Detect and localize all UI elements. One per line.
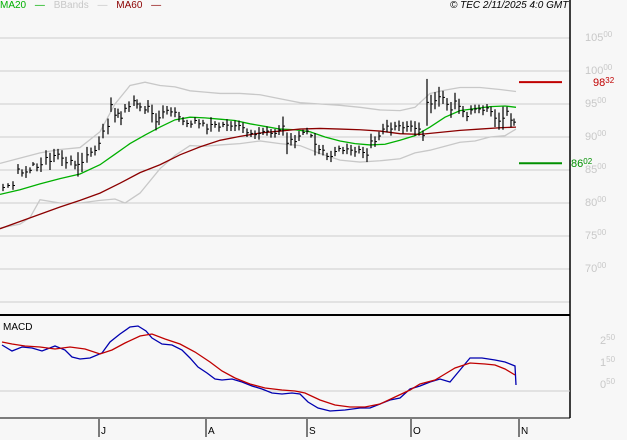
ma60-line (0, 126, 517, 230)
bband-upper-line (0, 81, 517, 165)
macd-tick-label: 050 (600, 377, 616, 391)
copyright-timestamp: © TEC 2/11/2025 4:0 GMT (450, 0, 569, 11)
legend-ma60-label: MA60 (116, 0, 143, 11)
bband-lower-line (0, 128, 517, 229)
x-tick-label: S (309, 426, 316, 437)
legend-ma20-label: MA20 (0, 0, 27, 11)
x-tick-label: O (413, 426, 421, 437)
y-tick-label: 7500 (585, 228, 607, 242)
legend-ma20: MA20 — (0, 0, 45, 11)
support-label: 8602 (571, 157, 592, 170)
macd-lines (1, 325, 517, 412)
legend-bbands-label: BBands (53, 0, 89, 11)
macd-tick-label: 150 (600, 355, 616, 369)
bollinger-bands (0, 81, 517, 229)
resistance-dec: 32 (605, 76, 615, 85)
price-bars (2, 78, 516, 192)
price-gridlines (0, 37, 570, 303)
y-tick-label: 10500 (585, 30, 613, 44)
support-int: 86 (571, 158, 584, 170)
legend-ma60: MA60 — (116, 0, 162, 11)
macd-line (1, 325, 517, 412)
macd-title: MACD (3, 322, 33, 333)
y-tick-label: 10000 (585, 63, 613, 77)
x-axis-ticks (98, 419, 520, 437)
resistance-int: 98 (593, 77, 606, 89)
support-resistance-levels (519, 81, 562, 165)
y-tick-label: 8000 (585, 195, 607, 209)
chart-legend: MA20 — BBands — MA60 — (0, 0, 167, 12)
y-tick-label: 9000 (585, 129, 607, 143)
ma20-line (0, 105, 517, 196)
x-tick-label: J (101, 426, 106, 437)
signal-line (1, 333, 516, 408)
y-tick-label: 9500 (585, 96, 607, 110)
macd-tick-label: 250 (600, 333, 616, 347)
x-tick-label: A (208, 426, 215, 437)
y-tick-label: 8500 (585, 162, 607, 176)
legend-bbands: BBands — (53, 0, 108, 11)
support-dec: 02 (583, 157, 593, 166)
x-tick-label: N (521, 426, 529, 437)
y-tick-label: 7000 (585, 261, 607, 275)
resistance-label: 9832 (593, 76, 614, 89)
